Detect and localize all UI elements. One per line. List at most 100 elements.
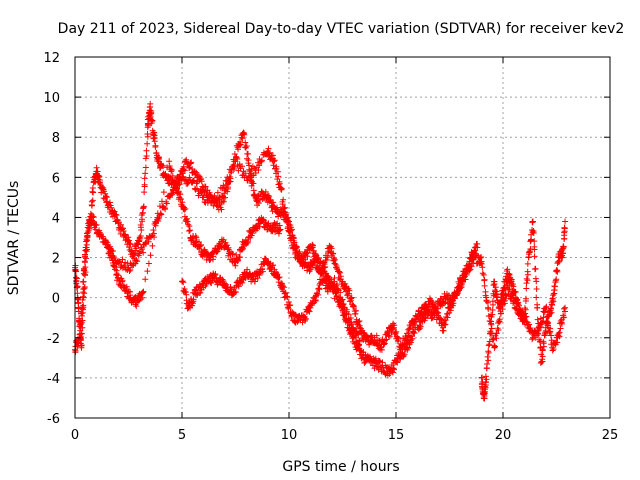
data-point — [151, 129, 158, 136]
data-point — [537, 315, 544, 322]
data-point — [376, 358, 383, 365]
data-point — [451, 295, 458, 302]
data-point — [158, 198, 165, 205]
data-point — [268, 265, 275, 272]
data-point — [96, 179, 103, 186]
data-point — [542, 329, 549, 336]
data-point — [246, 233, 253, 240]
data-point — [298, 260, 305, 267]
data-point — [523, 285, 530, 292]
data-point — [203, 192, 210, 199]
data-point — [241, 131, 248, 138]
data-point — [163, 198, 170, 205]
data-point — [256, 272, 263, 279]
data-point — [244, 266, 251, 273]
data-point — [90, 213, 97, 220]
data-point — [187, 227, 194, 234]
data-point — [221, 280, 228, 287]
data-point — [259, 265, 266, 272]
data-point — [555, 330, 562, 337]
data-point — [277, 226, 284, 233]
data-point — [529, 336, 536, 343]
data-point — [550, 346, 557, 353]
data-point — [269, 152, 276, 159]
data-point — [348, 294, 355, 301]
data-point — [79, 305, 86, 312]
data-point — [353, 307, 360, 314]
data-point — [390, 365, 397, 372]
data-point — [212, 270, 219, 277]
data-point — [440, 327, 447, 334]
data-point — [367, 353, 374, 360]
data-point — [306, 308, 313, 315]
data-point — [175, 188, 182, 195]
data-point — [120, 228, 127, 235]
data-point — [424, 306, 431, 313]
data-point — [162, 206, 169, 213]
data-point — [88, 198, 95, 205]
data-point — [262, 188, 269, 195]
data-point — [106, 244, 113, 251]
data-point — [310, 242, 317, 249]
data-point — [219, 185, 226, 192]
data-point — [115, 220, 122, 227]
data-point — [102, 193, 109, 200]
data-point — [518, 308, 525, 315]
data-point — [101, 188, 108, 195]
data-point — [423, 309, 430, 316]
data-point — [96, 173, 103, 180]
data-point — [270, 162, 277, 169]
data-point — [156, 203, 163, 210]
data-point — [529, 218, 536, 225]
data-point — [349, 329, 356, 336]
data-point — [344, 319, 351, 326]
data-point — [163, 200, 170, 207]
data-point — [178, 177, 185, 184]
data-point — [422, 314, 429, 321]
data-point — [122, 259, 129, 266]
data-point — [409, 335, 416, 342]
data-point — [547, 305, 554, 312]
data-point — [357, 324, 364, 331]
data-point — [152, 142, 159, 149]
data-point — [143, 147, 150, 154]
data-point — [127, 266, 134, 273]
data-point — [477, 260, 484, 267]
gridlines — [75, 57, 610, 418]
data-point — [345, 311, 352, 318]
data-point — [561, 305, 568, 312]
data-point — [197, 289, 204, 296]
data-point — [463, 271, 470, 278]
data-point — [556, 329, 563, 336]
data-point — [397, 346, 404, 353]
data-point — [523, 275, 530, 282]
data-point — [495, 326, 502, 333]
data-point — [341, 310, 348, 317]
data-point — [94, 168, 101, 175]
data-point — [284, 219, 291, 226]
data-point — [456, 285, 463, 292]
data-point — [557, 318, 564, 325]
data-point — [190, 233, 197, 240]
data-point — [404, 337, 411, 344]
data-point — [493, 330, 500, 337]
data-point — [168, 166, 175, 173]
data-point — [490, 301, 497, 308]
data-point — [492, 284, 499, 291]
data-point — [444, 314, 451, 321]
data-point — [385, 332, 392, 339]
data-point — [509, 292, 516, 299]
data-point — [77, 321, 84, 328]
data-point — [168, 168, 175, 175]
data-point — [181, 206, 188, 213]
data-point — [533, 286, 540, 293]
data-point — [533, 278, 540, 285]
data-point — [330, 250, 337, 257]
data-point — [273, 204, 280, 211]
data-point — [482, 384, 489, 391]
data-point — [275, 173, 282, 180]
data-point — [433, 305, 440, 312]
data-point — [140, 288, 147, 295]
data-point — [543, 318, 550, 325]
